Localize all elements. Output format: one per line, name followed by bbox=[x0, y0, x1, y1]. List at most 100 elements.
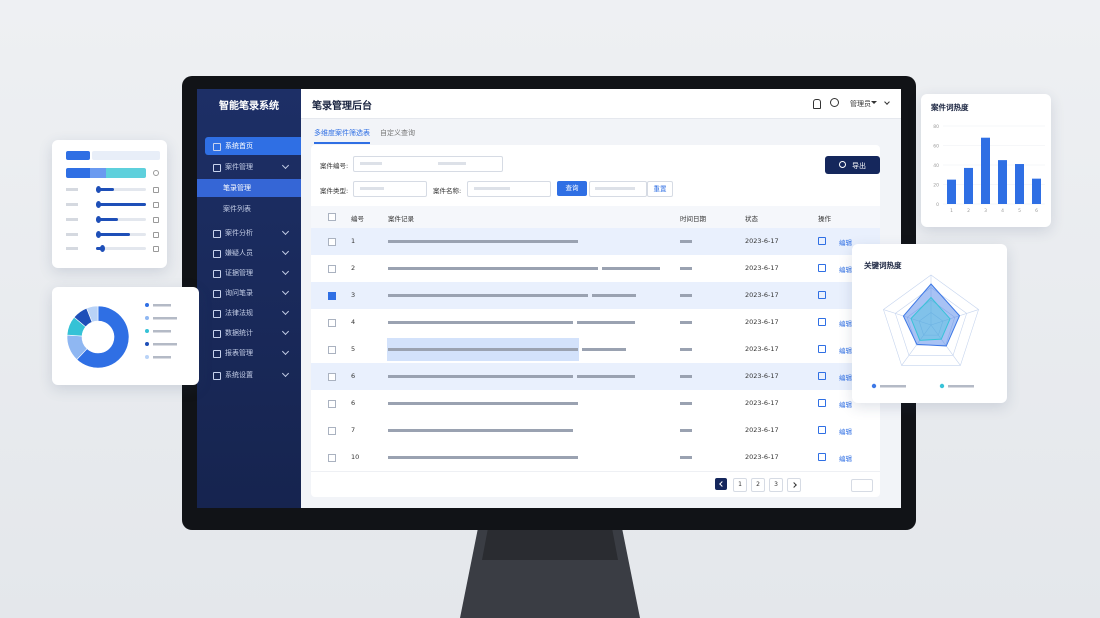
table-row[interactable]: 1 2023-6-17 编辑 bbox=[311, 228, 880, 256]
filter-label: 案件名称: bbox=[433, 187, 462, 195]
legend-text bbox=[948, 385, 974, 388]
table-row[interactable]: 4 2023-6-17 编辑 bbox=[311, 309, 880, 337]
column-header: 案件记录 bbox=[388, 215, 414, 223]
checkbox[interactable] bbox=[328, 373, 336, 381]
menu-item[interactable]: 证据管理 bbox=[197, 264, 301, 282]
row-id: 6 bbox=[351, 372, 356, 380]
search-button[interactable]: 查询 bbox=[557, 181, 587, 196]
notify-icon[interactable] bbox=[813, 99, 821, 109]
checkbox[interactable] bbox=[328, 213, 336, 221]
menu-item[interactable]: 案件列表 bbox=[197, 200, 301, 218]
chart-title: 案件词热度 bbox=[930, 102, 969, 112]
export-button[interactable]: 导出 bbox=[825, 156, 880, 174]
table-row[interactable]: 10 2023-6-17 编辑 bbox=[311, 444, 880, 472]
reset-button[interactable]: 重置 bbox=[647, 181, 673, 197]
legend-dot bbox=[145, 303, 149, 307]
legend-dot bbox=[871, 383, 877, 389]
type-text bbox=[680, 267, 692, 270]
menu-icon bbox=[213, 230, 221, 238]
table-row[interactable]: 3 2023-6-17 bbox=[311, 282, 880, 310]
column-header: 状态 bbox=[745, 215, 758, 223]
table-row[interactable]: 6 2023-6-17 编辑 bbox=[311, 363, 880, 391]
x-tick-label: 5 bbox=[1018, 208, 1021, 214]
table-row[interactable]: 7 2023-6-17 编辑 bbox=[311, 417, 880, 445]
edit-link[interactable]: 编辑 bbox=[839, 455, 852, 463]
menu-item[interactable]: 报表管理 bbox=[197, 344, 301, 362]
date-input[interactable] bbox=[589, 181, 647, 197]
menu-icon bbox=[213, 350, 221, 358]
checkbox[interactable] bbox=[328, 265, 336, 273]
checkbox[interactable] bbox=[328, 400, 336, 408]
edit-link[interactable]: 编辑 bbox=[839, 320, 852, 328]
edit-link[interactable]: 编辑 bbox=[839, 428, 852, 436]
widget-icon bbox=[153, 202, 159, 208]
edit-link[interactable]: 编辑 bbox=[839, 266, 852, 274]
placeholder bbox=[438, 162, 466, 165]
legend-dot bbox=[939, 383, 945, 389]
page-button[interactable]: 1 bbox=[733, 478, 747, 492]
tab-active[interactable]: 多维度案件筛选表 bbox=[314, 128, 370, 144]
row-id: 10 bbox=[351, 453, 360, 461]
table-row[interactable]: 6 2023-6-17 编辑 bbox=[311, 390, 880, 418]
edit-link[interactable]: 编辑 bbox=[839, 401, 852, 409]
menu-item[interactable]: 系统首页 bbox=[205, 137, 301, 155]
select[interactable] bbox=[353, 181, 427, 197]
record-text bbox=[388, 294, 588, 297]
page-button[interactable]: 3 bbox=[769, 478, 783, 492]
slider-fill bbox=[96, 203, 146, 206]
column-header: 编号 bbox=[351, 215, 364, 223]
chevron bbox=[281, 327, 290, 336]
menu-icon bbox=[213, 250, 221, 258]
checkbox[interactable] bbox=[328, 238, 336, 246]
table-row[interactable]: 2 2023-6-17 编辑 bbox=[311, 255, 880, 283]
menu-item[interactable]: 法律法规 bbox=[197, 304, 301, 322]
top-bar: 笔录管理后台 管理员 bbox=[301, 89, 901, 119]
export-label: 导出 bbox=[852, 162, 866, 170]
checkbox[interactable] bbox=[328, 427, 336, 435]
checkbox[interactable] bbox=[328, 292, 336, 300]
type-text bbox=[680, 240, 692, 243]
input[interactable] bbox=[467, 181, 551, 197]
slider-fill bbox=[96, 218, 118, 221]
y-tick-label: 40 bbox=[933, 163, 939, 169]
page-next[interactable] bbox=[787, 478, 801, 492]
chart: 关键词热度 bbox=[864, 260, 979, 389]
menu-label: 笔录管理 bbox=[223, 184, 251, 192]
edit-link[interactable]: 编辑 bbox=[839, 374, 852, 382]
type-text bbox=[680, 429, 692, 432]
chevron bbox=[281, 287, 290, 296]
menu-item[interactable]: 询问笔录 bbox=[197, 284, 301, 302]
menu-item[interactable]: 案件管理 bbox=[197, 158, 301, 176]
type-text bbox=[680, 402, 692, 405]
page-title: 笔录管理后台 bbox=[312, 101, 372, 112]
user-name[interactable]: 管理员 bbox=[850, 100, 871, 108]
row-id: 7 bbox=[351, 426, 356, 434]
row-id: 6 bbox=[351, 399, 356, 407]
checkbox[interactable] bbox=[328, 454, 336, 462]
menu-icon bbox=[213, 310, 221, 318]
menu-item[interactable]: 嫌疑人员 bbox=[197, 244, 301, 262]
page-prev[interactable] bbox=[715, 478, 727, 490]
tab[interactable]: 自定义查询 bbox=[380, 129, 415, 137]
date: 2023-6-17 bbox=[745, 237, 779, 245]
column-header: 操作 bbox=[818, 215, 831, 223]
menu-item[interactable]: 笔录管理 bbox=[197, 179, 301, 197]
menu-label: 案件管理 bbox=[225, 163, 253, 171]
table-row[interactable]: 5 2023-6-17 编辑 bbox=[311, 336, 880, 364]
edit-link[interactable]: 编辑 bbox=[839, 347, 852, 355]
menu-label: 证据管理 bbox=[225, 269, 253, 277]
checkbox[interactable] bbox=[328, 346, 336, 354]
filter-widget-card bbox=[52, 140, 167, 268]
search-icon[interactable] bbox=[830, 98, 839, 107]
menu-item[interactable]: 案件分析 bbox=[197, 224, 301, 242]
page-jump[interactable] bbox=[851, 479, 873, 492]
page-button[interactable]: 2 bbox=[751, 478, 765, 492]
screen: 智能笔录系统 系统首页 案件管理 笔录管理 案件列表 案件分析 嫌疑人员 证据管理 询问笔录 法律… bbox=[197, 89, 901, 508]
input[interactable] bbox=[353, 156, 503, 172]
menu-item[interactable]: 系统设置 bbox=[197, 366, 301, 384]
date: 2023-6-17 bbox=[745, 291, 779, 299]
edit-link[interactable]: 编辑 bbox=[839, 239, 852, 247]
checkbox[interactable] bbox=[328, 319, 336, 327]
date: 2023-6-17 bbox=[745, 453, 779, 461]
menu-item[interactable]: 数据统计 bbox=[197, 324, 301, 342]
